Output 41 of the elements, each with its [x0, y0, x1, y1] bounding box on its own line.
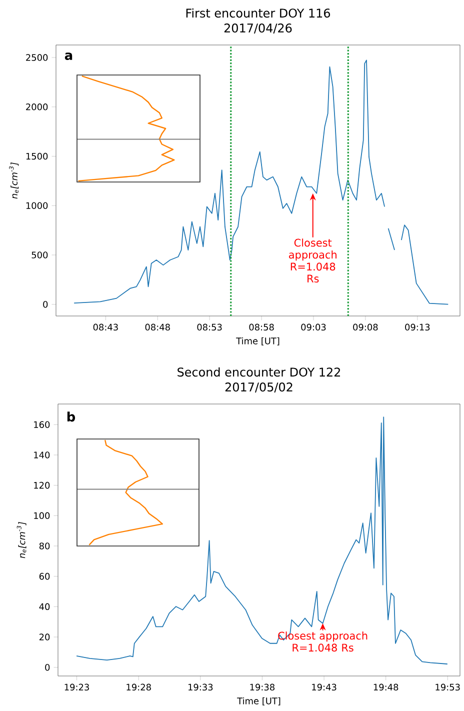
- y-axis-title: n$_{e}$[cm$^{-3}$]: [16, 522, 26, 558]
- y-tick-label: 140: [34, 452, 50, 458]
- y-tick-label: 160: [34, 421, 50, 428]
- y-tick-label: 40: [39, 603, 50, 610]
- annotation: b: [68, 412, 76, 422]
- y-tick-label: 2500: [26, 54, 48, 61]
- x-tick-label: 19:38: [250, 684, 275, 691]
- x-tick-label: 08:53: [197, 324, 222, 331]
- x-tick-label: 09:13: [405, 324, 430, 331]
- x-tick-label: 19:48: [374, 684, 398, 691]
- chart-title: First encounter DOY 116: [186, 8, 330, 18]
- annotation: a: [65, 52, 72, 60]
- chart-title: Second encounter DOY 122: [178, 367, 340, 377]
- x-tick-label: 08:43: [93, 324, 118, 331]
- annotation: Closest approach R=1.048 Rs: [289, 238, 337, 283]
- x-tick-label: 08:58: [249, 324, 274, 331]
- y-tick-label: 0: [45, 664, 50, 671]
- x-tick-label: 19:33: [188, 684, 213, 691]
- y-tick-label: 120: [34, 482, 50, 489]
- y-axis-title: n$_{e}$[cm$^{-3}$]: [9, 162, 19, 199]
- x-axis-title: Time [UT]: [236, 337, 280, 346]
- x-tick-label: 09:03: [301, 324, 326, 331]
- y-tick-label: 60: [40, 572, 50, 580]
- line-series: [76, 416, 448, 664]
- y-tick-label: 1000: [26, 202, 48, 210]
- y-tick-label: 20: [40, 634, 50, 640]
- x-tick-label: 09:08: [353, 324, 378, 331]
- y-tick-label: 2000: [26, 104, 48, 110]
- chart-subtitle: 2017/05/02: [226, 382, 292, 392]
- y-tick-label: 500: [32, 252, 48, 258]
- y-tick-label: 100: [34, 512, 50, 520]
- chart-subtitle: 2017/04/26: [224, 24, 292, 34]
- y-tick-label: 80: [40, 542, 50, 550]
- x-tick-label: 19:43: [312, 684, 336, 691]
- x-tick-label: 19:53: [436, 684, 460, 691]
- x-tick-label: 19:28: [126, 684, 152, 691]
- x-axis-title: Time [UT]: [237, 697, 280, 706]
- y-tick-label: 0: [43, 300, 48, 308]
- x-tick-label: 08:48: [145, 324, 170, 331]
- y-tick-label: 1500: [26, 152, 48, 160]
- x-tick-label: 19:23: [64, 684, 90, 691]
